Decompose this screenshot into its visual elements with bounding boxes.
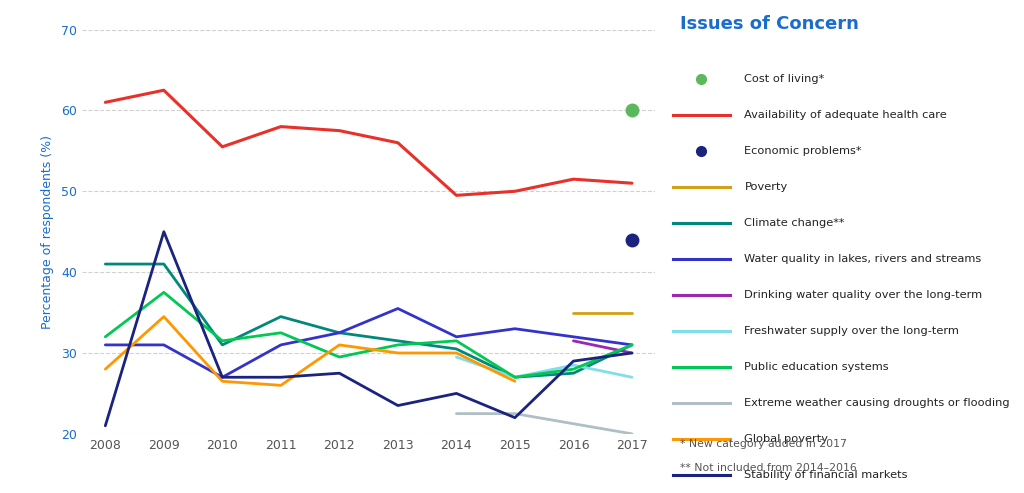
Text: Global poverty: Global poverty <box>744 434 828 444</box>
Text: Availability of adequate health care: Availability of adequate health care <box>744 110 947 120</box>
Text: Cost of living*: Cost of living* <box>744 74 824 84</box>
Text: ** Not included from 2014–2016: ** Not included from 2014–2016 <box>680 463 857 473</box>
Text: Issues of Concern: Issues of Concern <box>680 15 859 33</box>
Y-axis label: Percentage of respondents (%): Percentage of respondents (%) <box>41 135 54 329</box>
Text: Extreme weather causing droughts or flooding: Extreme weather causing droughts or floo… <box>744 398 1010 408</box>
Text: Economic problems*: Economic problems* <box>744 146 862 156</box>
Text: Poverty: Poverty <box>744 182 787 192</box>
Text: Climate change**: Climate change** <box>744 218 845 228</box>
Text: Public education systems: Public education systems <box>744 362 889 372</box>
Text: Water quality in lakes, rivers and streams: Water quality in lakes, rivers and strea… <box>744 254 982 264</box>
Text: Freshwater supply over the long-term: Freshwater supply over the long-term <box>744 326 959 336</box>
Text: Stability of financial markets: Stability of financial markets <box>744 470 908 480</box>
Text: Drinking water quality over the long-term: Drinking water quality over the long-ter… <box>744 290 983 300</box>
Text: * New category added in 2017: * New category added in 2017 <box>680 439 847 449</box>
